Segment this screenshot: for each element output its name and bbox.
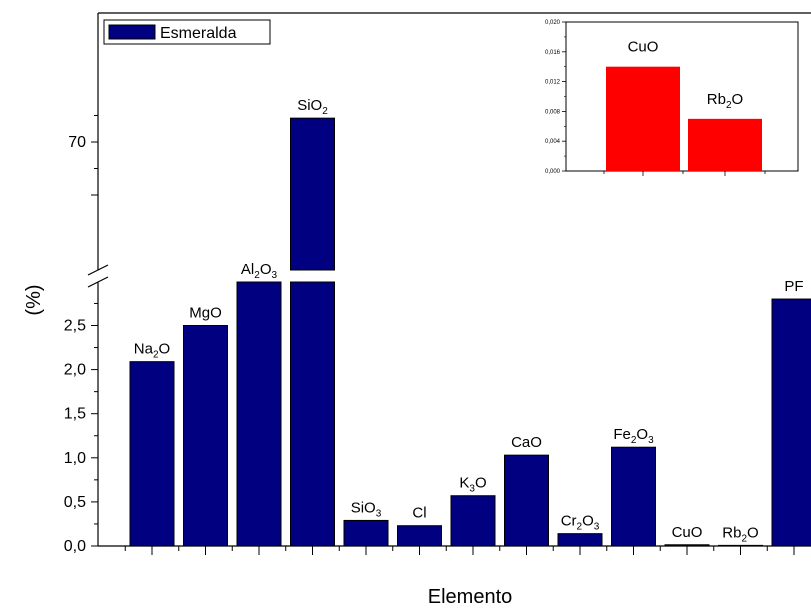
axis-break-gap bbox=[97, 271, 811, 281]
y-tick-label-4: 2,0 bbox=[64, 362, 86, 379]
bar-label-12: PF bbox=[784, 278, 803, 295]
inset-y-tick-label-1: 0,004 bbox=[545, 139, 561, 145]
inset-y-tick-label-5: 0,020 bbox=[545, 20, 561, 26]
bar-label-7: CaO bbox=[511, 434, 542, 451]
inset-frame bbox=[565, 21, 799, 172]
inset-y-tick-label-4: 0,016 bbox=[545, 50, 561, 56]
break-mark-lower bbox=[87, 276, 109, 288]
break-mark-upper bbox=[87, 264, 109, 276]
bar-label-0: Na2O bbox=[134, 341, 170, 361]
y-tick-label-5: 2,5 bbox=[64, 318, 86, 335]
legend: Esmeralda bbox=[103, 19, 271, 45]
inset-y-tick-label-2: 0,008 bbox=[545, 109, 561, 115]
bar-2-lower bbox=[236, 281, 282, 547]
bar-12 bbox=[771, 298, 811, 547]
legend-label: Esmeralda bbox=[160, 25, 237, 42]
bar-label-8: Cr2O3​ bbox=[561, 513, 600, 533]
y-upper-tick-label-0: 70 bbox=[68, 134, 86, 151]
bar-1 bbox=[183, 325, 228, 547]
inset-bar-0 bbox=[606, 66, 680, 171]
main-bars bbox=[129, 117, 811, 547]
y-tick-label-0: 0,0 bbox=[64, 538, 86, 555]
bar-8 bbox=[557, 533, 603, 547]
bar-label-11: Rb2O bbox=[722, 524, 758, 544]
bar-label-4: SiO3​ bbox=[351, 499, 382, 519]
bar-9 bbox=[611, 446, 656, 547]
x-axis-title: Elemento bbox=[428, 586, 513, 608]
bar-5 bbox=[397, 525, 442, 547]
bar-label-9: Fe2O3​ bbox=[613, 426, 654, 446]
inset-bar-1 bbox=[688, 118, 762, 171]
bar-label-10: CuO bbox=[672, 524, 703, 541]
bar-3-lower bbox=[290, 281, 335, 547]
legend-swatch bbox=[108, 24, 156, 40]
bar-label-6: K3O bbox=[459, 475, 486, 495]
y-tick-label-1: 0,5 bbox=[64, 494, 86, 511]
inset-chart: CuO Rb2O 0,000 0,004 0,008 0,012 0,016 0,020 bbox=[545, 20, 799, 176]
bar-6 bbox=[450, 495, 496, 547]
inset-y-tick-label-0: 0,000 bbox=[545, 169, 561, 175]
bar-4 bbox=[343, 519, 389, 547]
bar-labels: Na2O MgO Al2O3​ SiO2​ SiO3​ Cl K3O CaO Cr2O3​ Fe2… bbox=[134, 97, 804, 544]
bar-label-5: Cl bbox=[412, 505, 426, 522]
bar-7 bbox=[504, 454, 549, 547]
y-tick-label-3: 1,5 bbox=[64, 406, 86, 423]
bar-3-upper bbox=[290, 117, 335, 271]
inset-bar-label-1: Rb2O bbox=[707, 91, 743, 111]
bar-label-1: MgO bbox=[189, 305, 222, 322]
bar-label-3: SiO2​ bbox=[297, 97, 328, 117]
bar-label-2: Al2O3​ bbox=[241, 261, 278, 281]
y-tick-label-2: 1,0 bbox=[64, 450, 86, 467]
inset-y-tick-label-3: 0,012 bbox=[545, 80, 561, 86]
bar-0 bbox=[129, 361, 175, 547]
y-axis-title: (%) bbox=[23, 284, 45, 315]
main-axes: 0,0 0,5 1,0 1,5 2,0 2,5 70 bbox=[64, 12, 811, 555]
inset-bar-label-0: CuO bbox=[628, 39, 659, 56]
